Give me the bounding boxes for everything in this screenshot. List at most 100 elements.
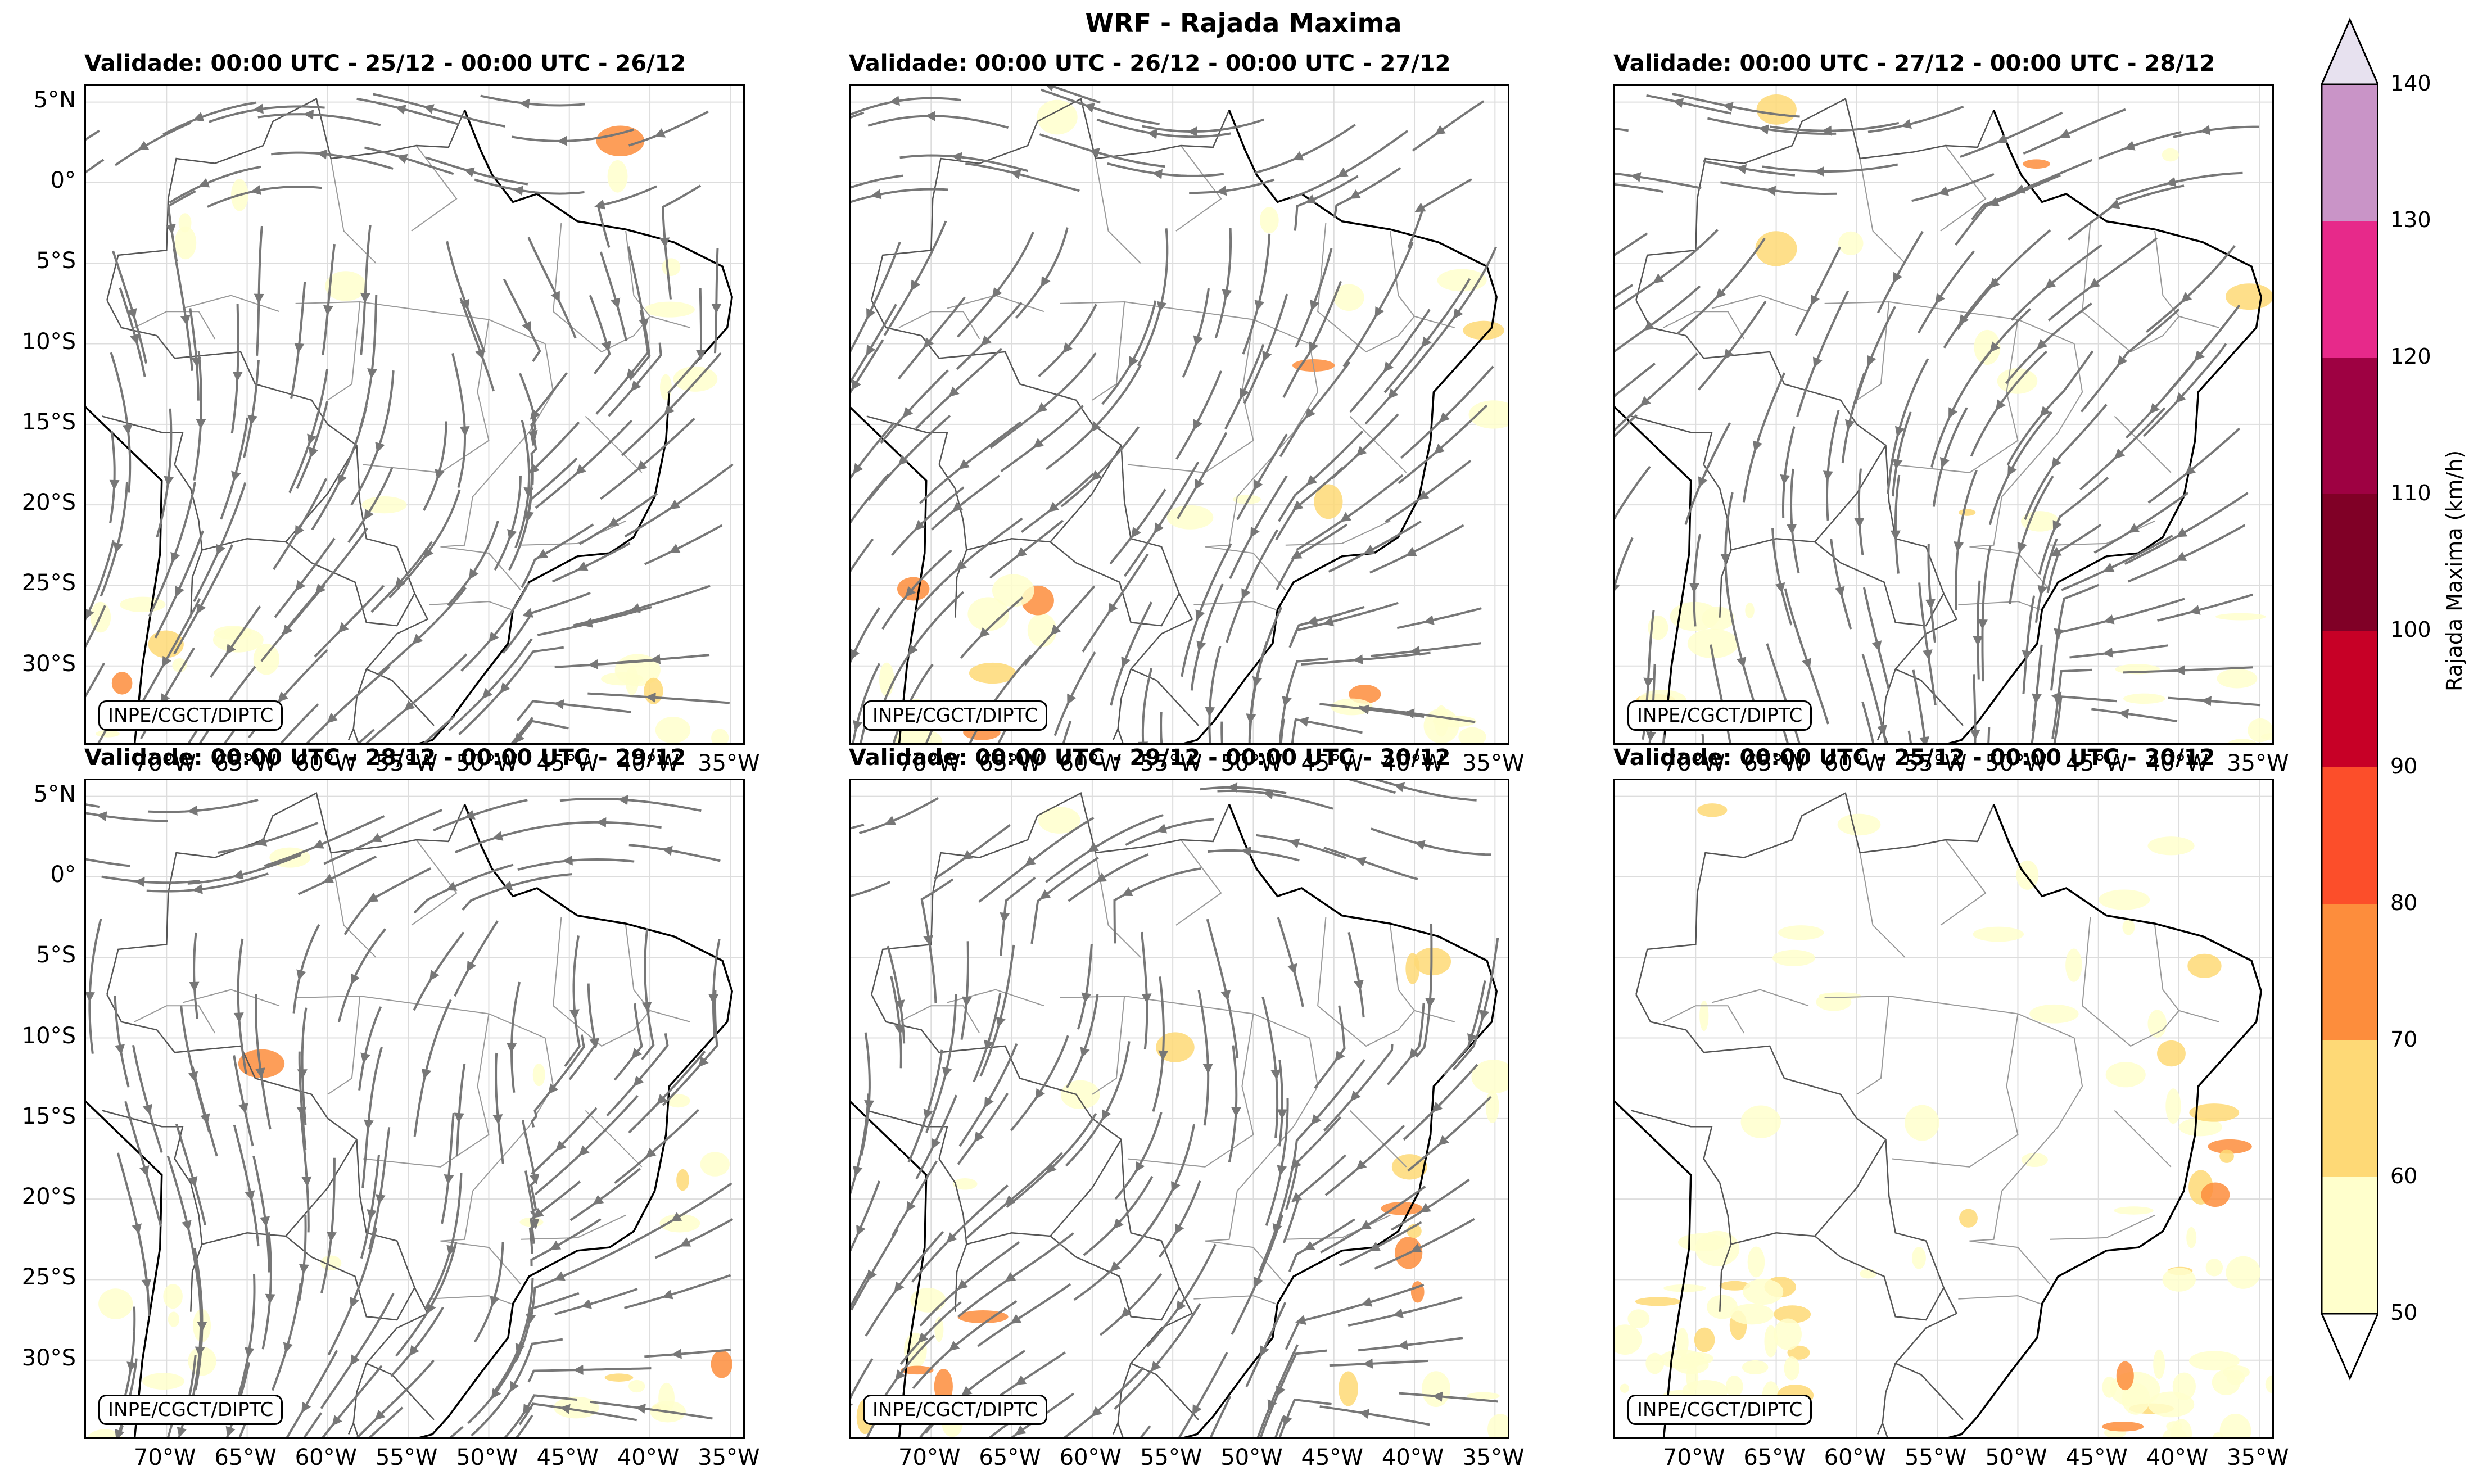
colorbar-segment bbox=[2322, 767, 2378, 904]
streamline bbox=[1701, 734, 1705, 743]
streamline bbox=[110, 352, 132, 493]
streamline bbox=[298, 1215, 307, 1302]
state-border bbox=[1317, 917, 1455, 1047]
streamline-arrow bbox=[635, 1404, 646, 1414]
state-border bbox=[363, 1014, 490, 1168]
streamline-arrow bbox=[1432, 1391, 1443, 1402]
streamline-arrow bbox=[1787, 524, 1797, 535]
streamline bbox=[503, 278, 541, 363]
streamline-arrow bbox=[429, 970, 440, 981]
gust-shading bbox=[1959, 1209, 1978, 1228]
streamline bbox=[515, 1414, 533, 1437]
streamline-arrow bbox=[1282, 695, 1292, 707]
streamline bbox=[590, 1400, 713, 1420]
streamline-arrow bbox=[2051, 457, 2062, 468]
streamline bbox=[851, 422, 895, 480]
gust-shading bbox=[1166, 505, 1214, 530]
coastline bbox=[417, 804, 733, 1437]
longitude-tick-label: 40°W bbox=[2146, 750, 2209, 776]
streamline-arrow bbox=[853, 463, 863, 474]
gust-shading bbox=[2188, 1351, 2240, 1371]
streamline-arrow bbox=[1698, 476, 1708, 488]
streamline-arrow bbox=[2176, 527, 2188, 537]
streamline bbox=[1259, 1170, 1293, 1272]
streamline bbox=[1068, 853, 1149, 902]
streamline bbox=[1290, 130, 1409, 200]
streamline-arrow bbox=[1438, 1135, 1449, 1146]
streamline bbox=[357, 729, 375, 743]
streamline-arrow bbox=[1158, 1050, 1169, 1061]
streamline-arrow bbox=[127, 308, 137, 319]
streamline bbox=[527, 421, 580, 515]
streamline-arrow bbox=[492, 831, 504, 841]
streamline-arrow bbox=[654, 128, 666, 138]
streamline bbox=[1282, 280, 1342, 398]
gust-shading bbox=[660, 374, 672, 401]
streamline bbox=[471, 1338, 563, 1437]
latitude-tick-label: 0° bbox=[50, 861, 76, 888]
streamline-arrow bbox=[113, 542, 123, 554]
streamline-arrow bbox=[550, 291, 560, 302]
streamline-arrow bbox=[1205, 707, 1215, 717]
streamline bbox=[1065, 1041, 1131, 1167]
streamline bbox=[1178, 1351, 1228, 1437]
streamline bbox=[513, 720, 569, 743]
streamline-arrow bbox=[164, 476, 174, 487]
streamline bbox=[614, 1109, 700, 1184]
streamline bbox=[925, 726, 935, 743]
streamline bbox=[621, 352, 722, 456]
gust-shading bbox=[2021, 511, 2059, 532]
state-border bbox=[1663, 311, 1745, 340]
streamline-arrow bbox=[409, 1345, 419, 1356]
country-border bbox=[866, 1110, 948, 1159]
streamline bbox=[851, 111, 865, 119]
streamline-arrow bbox=[2050, 546, 2062, 556]
gust-shading bbox=[2223, 1365, 2250, 1379]
streamline-arrow bbox=[1892, 458, 1903, 470]
streamline-arrow bbox=[923, 1109, 933, 1120]
streamline bbox=[2011, 244, 2102, 321]
streamline-arrow bbox=[1997, 134, 2009, 143]
streamline bbox=[1988, 411, 2053, 526]
streamline bbox=[298, 1051, 307, 1151]
streamline-arrow bbox=[1392, 1308, 1404, 1318]
streamline-arrow bbox=[367, 892, 379, 902]
streamline bbox=[1676, 237, 1766, 335]
country-border bbox=[938, 464, 967, 618]
streamline bbox=[1930, 351, 1991, 468]
colorbar-segment bbox=[2322, 904, 2378, 1040]
streamline-arrow bbox=[464, 809, 476, 820]
longitude-tick-label: 55°W bbox=[1140, 1445, 1202, 1471]
gust-shading bbox=[1037, 99, 1078, 135]
streamline bbox=[1265, 1098, 1289, 1227]
streamline-arrow bbox=[1216, 186, 1227, 196]
streamline-arrow bbox=[459, 426, 470, 437]
streamline-arrow bbox=[1107, 603, 1118, 614]
streamline bbox=[1981, 545, 1992, 682]
streamline bbox=[2079, 407, 2166, 491]
streamline bbox=[279, 703, 319, 743]
state-border bbox=[1969, 343, 2083, 548]
streamline-arrow bbox=[1643, 320, 1655, 331]
streamline-arrow bbox=[1138, 741, 1148, 743]
streamline bbox=[2145, 245, 2236, 333]
map-plot-area: INPE/CGCT/DIPTC bbox=[84, 84, 745, 745]
streamline bbox=[2031, 644, 2043, 731]
streamline-arrow bbox=[537, 549, 549, 559]
map-plot-area: INPE/CGCT/DIPTC bbox=[84, 779, 745, 1439]
gust-shading bbox=[2122, 1383, 2150, 1415]
streamline-arrow bbox=[555, 1140, 567, 1151]
state-border bbox=[898, 311, 980, 340]
state-border bbox=[363, 319, 490, 473]
streamline bbox=[1314, 1005, 1346, 1089]
streamline bbox=[305, 666, 391, 743]
longitude-tick-label: 40°W bbox=[617, 750, 680, 776]
streamline-arrow bbox=[197, 1322, 207, 1332]
streamline-arrow bbox=[1046, 1162, 1057, 1174]
streamline-arrow bbox=[1305, 408, 1315, 419]
map-canvas bbox=[851, 86, 1508, 743]
streamline-arrow bbox=[364, 1119, 374, 1130]
state-border bbox=[1205, 1038, 1319, 1242]
streamline bbox=[360, 1155, 380, 1259]
streamline-arrow bbox=[894, 1281, 905, 1293]
